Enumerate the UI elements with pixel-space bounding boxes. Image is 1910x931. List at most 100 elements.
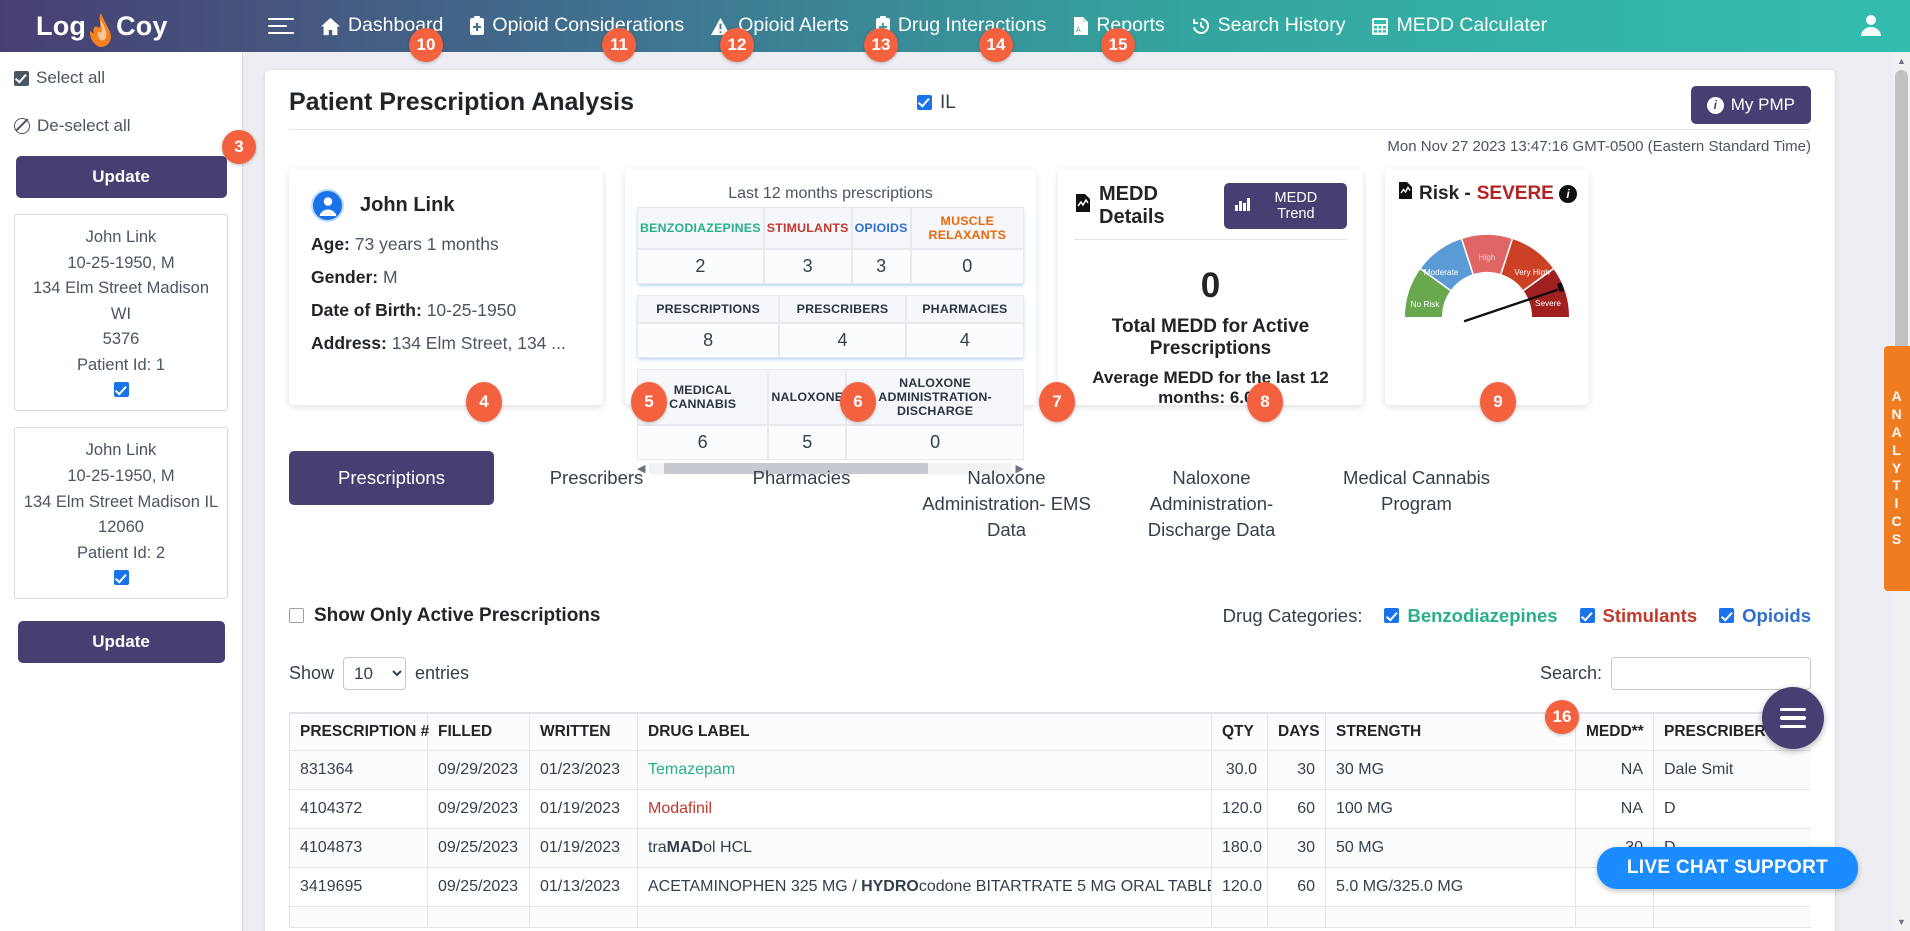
nav-label: Opioid Considerations — [492, 14, 685, 37]
callout-badge-5: 5 — [631, 382, 667, 422]
floating-menu-button[interactable] — [1762, 687, 1824, 749]
nav-item-opioid-alerts[interactable]: Opioid Alerts — [710, 16, 849, 36]
nav-item-drug-interactions[interactable]: Drug Interactions — [875, 16, 1046, 36]
select-all-checkbox[interactable] — [14, 70, 29, 86]
col-drug-label[interactable]: DRUG LABEL — [637, 712, 1212, 751]
user-icon[interactable] — [1860, 13, 1882, 42]
live-chat-support-button[interactable]: LIVE CHAT SUPPORT — [1596, 847, 1858, 889]
callout-badge-12: 12 — [720, 28, 754, 62]
col-written[interactable]: WRITTEN — [529, 712, 638, 751]
page-size-select[interactable]: 10 25 50 100 — [343, 656, 407, 690]
val-medical-cannabis: 6 — [637, 425, 769, 460]
table-header-row: PRESCRIPTION # FILLED WRITTEN DRUG LABEL… — [289, 712, 1811, 751]
filter-opioids[interactable]: Opioids — [1719, 605, 1811, 627]
callout-badge-13: 13 — [864, 28, 898, 62]
scroll-left-arrow[interactable]: ◀ — [637, 463, 646, 475]
horizontal-scrollbar[interactable]: ◀ ▶ — [637, 462, 1024, 475]
cell-days: 60 — [1267, 866, 1326, 907]
nav-item-medd-calculator[interactable]: MEDD Calculater — [1371, 16, 1547, 36]
il-label: IL — [940, 91, 956, 113]
scroll-up-arrow[interactable]: ▲ — [1897, 56, 1906, 66]
bar-chart-icon — [1234, 197, 1250, 215]
table-row[interactable]: 4104873 09/25/2023 01/19/2023 traMADol H… — [289, 827, 1811, 868]
patient-checkbox-1[interactable] — [113, 382, 129, 398]
dob-label: Date of Birth: — [311, 299, 422, 320]
cell-qty: 120.0 — [1211, 788, 1268, 829]
tab-medical-cannabis[interactable]: Medical Cannabis Program — [1342, 467, 1491, 514]
col-prescriptions: PRESCRIPTIONS — [637, 295, 780, 323]
callout-badge-3: 3 — [222, 130, 256, 164]
patient-name: John Link — [85, 228, 157, 246]
deselect-all-row[interactable]: De-select all — [8, 112, 234, 140]
col-prescription-number[interactable]: PRESCRIPTION # — [289, 712, 429, 751]
cell-prescription-number: 4104372 — [289, 788, 428, 829]
update-button-bottom[interactable]: Update — [17, 621, 225, 664]
col-naloxone-discharge: NALOXONE ADMINISTRATION- DISCHARGE — [846, 369, 1024, 425]
patient-select-card-1[interactable]: John Link 10-25-1950, M 134 Elm Street M… — [14, 214, 228, 412]
scroll-right-arrow[interactable]: ▶ — [1015, 463, 1024, 475]
cell-written: 01/19/2023 — [529, 788, 638, 829]
filter-stimulants[interactable]: Stimulants — [1579, 605, 1697, 627]
nav-item-opioid-considerations[interactable]: Opioid Considerations — [469, 16, 684, 36]
col-strength[interactable]: STRENGTH — [1325, 712, 1576, 751]
search-group: Search: — [1539, 656, 1811, 690]
cell-qty — [1211, 905, 1268, 928]
cell-medd: NA — [1575, 749, 1654, 790]
svg-text:Very High: Very High — [1514, 268, 1550, 277]
age-label: Age: — [311, 234, 350, 254]
col-days[interactable]: DAYS — [1267, 712, 1326, 751]
table-row: 6 5 0 — [637, 425, 1024, 460]
patient-name: John Link — [85, 441, 157, 460]
stimulants-checkbox[interactable] — [1579, 608, 1595, 624]
cell-filled: 09/25/2023 — [427, 827, 530, 868]
my-pmp-button[interactable]: i My PMP — [1690, 86, 1811, 124]
search-label: Search: — [1539, 662, 1602, 683]
deselect-all-label: De-select all — [37, 116, 131, 135]
patient-zip: 12060 — [98, 518, 144, 537]
patient-select-card-2[interactable]: John Link 10-25-1950, M 134 Elm Street M… — [14, 427, 228, 600]
nav-item-search-history[interactable]: Search History — [1191, 16, 1345, 36]
tab-pharmacies[interactable]: Pharmacies — [752, 467, 851, 488]
show-only-active-row[interactable]: Show Only Active Prescriptions — [289, 605, 600, 627]
scroll-track[interactable] — [649, 463, 1012, 474]
tab-naloxone-ems[interactable]: Naloxone Administration- EMS Data — [922, 467, 1091, 540]
info-icon[interactable]: i — [1559, 184, 1577, 203]
cell-prescriber: Dale Smit — [1653, 749, 1811, 790]
col-filled[interactable]: FILLED — [427, 712, 530, 751]
risk-gauge-card: Risk - SEVERE i — [1385, 169, 1589, 405]
col-medd[interactable]: MEDD** — [1575, 712, 1654, 751]
medd-trend-button[interactable]: MEDD Trend — [1223, 183, 1347, 229]
search-input[interactable] — [1611, 656, 1811, 690]
benzodiazepines-checkbox[interactable] — [1384, 608, 1400, 624]
app-logo[interactable]: Log Coy — [0, 9, 268, 47]
drug-prefix: ACETAMINOPHEN 325 MG / — [648, 877, 862, 895]
patient-age-row: Age: 73 years 1 months — [311, 230, 587, 259]
page-title: Patient Prescription Analysis — [289, 88, 635, 116]
filter-benzodiazepines[interactable]: Benzodiazepines — [1384, 605, 1558, 627]
select-all-row[interactable]: Select all — [8, 64, 234, 92]
hamburger-icon[interactable] — [268, 18, 294, 34]
col-naloxone: NALOXONE — [768, 369, 847, 425]
drug-category-filters: Drug Categories: Benzodiazepines Stimula… — [1223, 605, 1811, 627]
col-qty[interactable]: QTY — [1211, 712, 1268, 751]
scroll-down-arrow[interactable]: ▼ — [1897, 917, 1906, 927]
table-row[interactable] — [289, 905, 1811, 928]
update-button-top[interactable]: Update — [15, 156, 227, 198]
val-pharmacies: 4 — [905, 323, 1024, 358]
table-header-row: PRESCRIPTIONS PRESCRIBERS PHARMACIES — [637, 295, 1024, 323]
table-row[interactable]: 4104372 09/29/2023 01/19/2023 Modafinil … — [289, 788, 1811, 829]
il-checkbox[interactable] — [917, 95, 933, 110]
val-benzodiazepines: 2 — [637, 249, 764, 284]
cell-days: 30 — [1267, 827, 1326, 868]
show-only-active-checkbox[interactable] — [289, 608, 304, 624]
table-row[interactable]: 3419695 09/25/2023 01/13/2023 ACETAMINOP… — [289, 866, 1811, 907]
tab-prescriptions[interactable]: Prescriptions — [289, 451, 494, 505]
table-row[interactable]: 831364 09/29/2023 01/23/2023 Temazepam 3… — [289, 749, 1811, 790]
patient-checkbox-2[interactable] — [113, 570, 129, 586]
tab-prescribers[interactable]: Prescribers — [549, 467, 644, 488]
opioids-checkbox[interactable] — [1719, 608, 1735, 624]
val-stimulants: 3 — [763, 249, 852, 284]
state-toggle-il[interactable]: IL — [917, 92, 956, 114]
tab-naloxone-discharge[interactable]: Naloxone Administration- Discharge Data — [1147, 467, 1276, 540]
